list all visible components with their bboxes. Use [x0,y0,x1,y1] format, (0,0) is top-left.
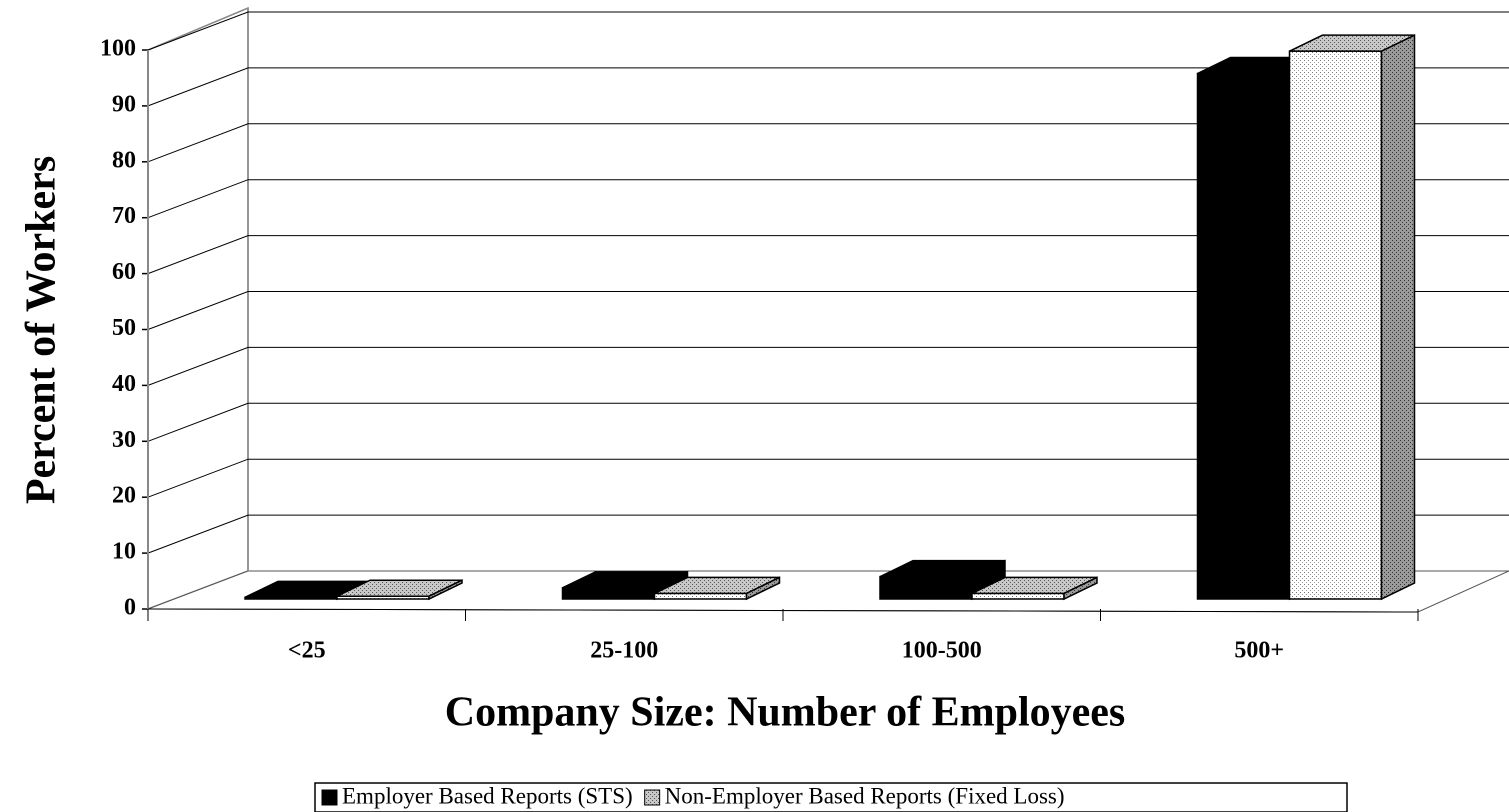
y-tick-label: 90 [112,91,136,117]
grid-line [147,67,1509,107]
bar [653,576,781,601]
y-tick-label: 70 [112,203,136,229]
bar-front [653,592,748,600]
bar-front [879,575,973,600]
y-tick-label: 80 [112,147,136,173]
y-tick-label: 20 [112,483,136,509]
grid-line [147,514,1509,554]
y-tick-label: 30 [112,427,136,453]
y-tick-label: 60 [112,259,136,285]
bar-side [1063,576,1098,601]
bar-front [1288,50,1383,600]
y-tick-label: 10 [112,539,136,565]
grid-line [147,458,1509,498]
x-tick-label: 500+ [1234,638,1284,664]
x-tick-label: 100-500 [902,638,982,664]
bar-front [561,587,656,600]
bar [1288,33,1416,601]
y-tick-label: 50 [112,315,136,341]
legend-label: Non-Employer Based Reports (Fixed Loss) [665,783,1065,808]
y-tick-label: 40 [112,371,136,397]
x-tick-label: 25-100 [590,638,658,664]
bar-side [1380,33,1416,601]
grid-line [147,402,1509,442]
x-tick-label: <25 [288,638,326,664]
plot: 0 10 20 30 40 50 60 70 80 90 100 <25 25-100 100-500 50… [100,6,1509,664]
grid-line [147,11,1509,51]
side-wall [147,6,249,611]
bar-front [971,592,1065,600]
legend-swatch [321,789,338,806]
grid-line [147,123,1509,163]
y-tick-label: 0 [124,595,136,621]
grid-line [147,291,1509,330]
bar [336,579,463,601]
grid-line [147,235,1509,275]
bar-side [745,576,781,601]
bar-front [1196,72,1291,600]
y-tick-label: 100 [100,36,136,62]
legend-box [314,782,1348,812]
y-axis-title: Percent of Workers [19,156,65,504]
bar-side [428,579,463,601]
x-axis-title: Company Size: Number of Employees [445,690,1126,736]
bar [971,576,1098,601]
legend-swatch [644,789,661,806]
grid-line [147,346,1509,386]
grid-line [147,179,1509,219]
legend-label: Employer Based Reports (STS) [342,783,633,808]
